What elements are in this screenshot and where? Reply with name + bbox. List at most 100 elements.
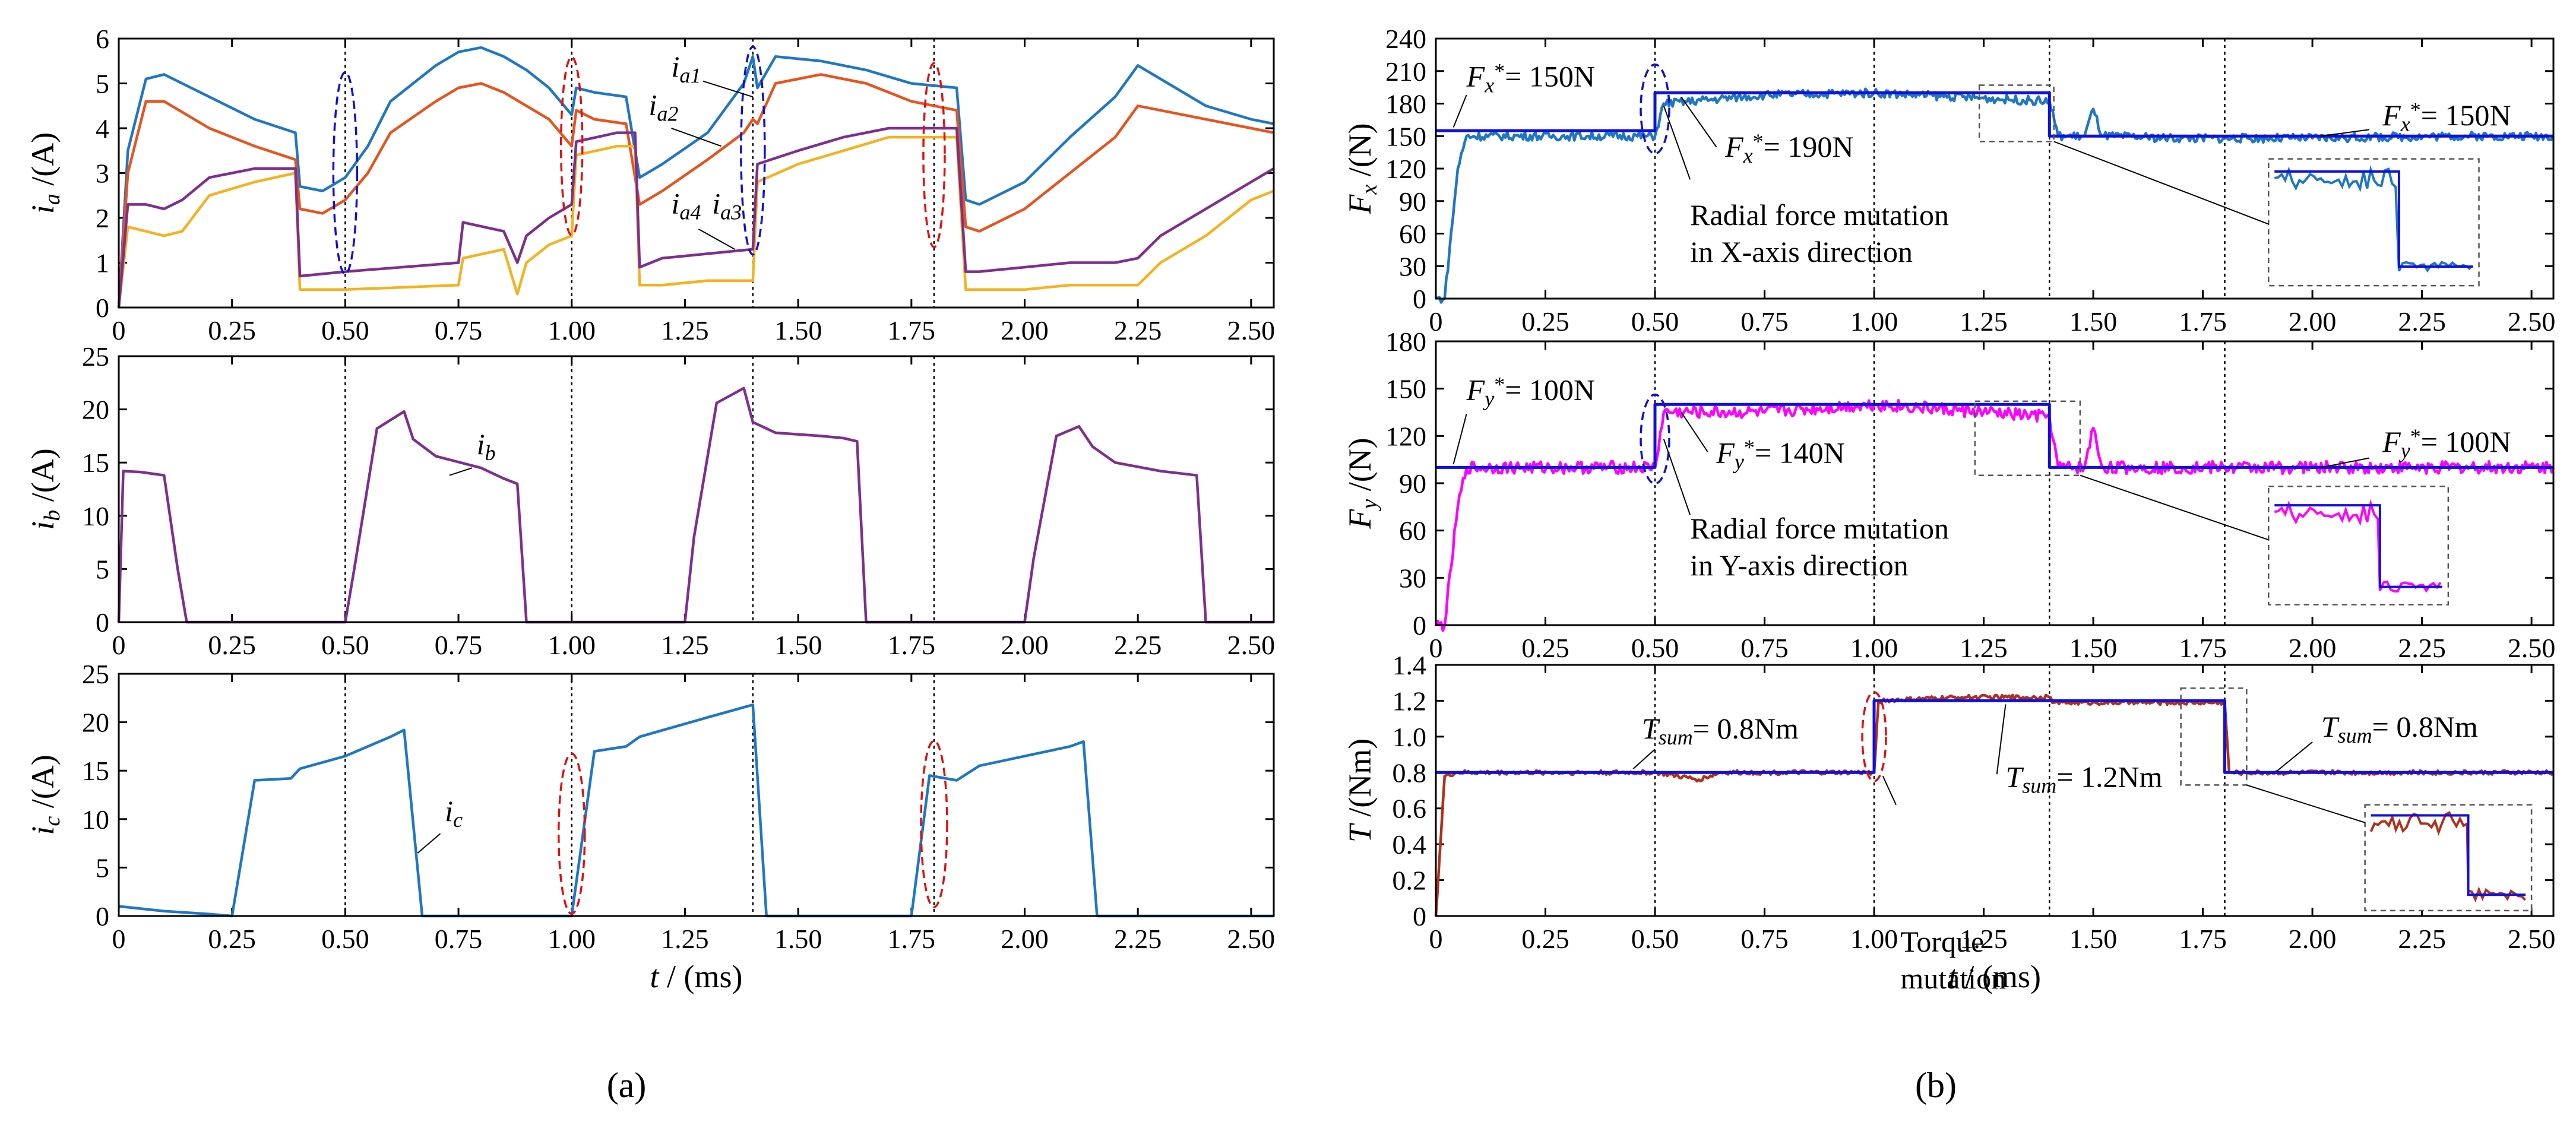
x-tick-label: 0.50 [1631,633,1679,663]
chart-T: 0 0.25 0.50 0.75 1.00 1.25 1.50 1.75 2.00 2.25 2.5… [1342,650,2555,995]
x-tick-label: 1.25 [661,924,709,954]
x-tick-label: 1.50 [774,630,822,660]
series-label: Fx*= 190N [1724,129,1853,167]
label-leader [1681,411,1708,452]
series-label: Fy*= 140N [1716,435,1844,473]
y-tick-label: 30 [1399,563,1426,593]
label-leader [1452,94,1467,128]
y-tick-label: 10 [82,501,109,531]
inset-reference [2371,814,2526,896]
y-tick-label: 180 [1385,89,1426,119]
x-tick-label: 1.00 [548,924,596,954]
label-leader [2277,741,2313,772]
x-tick-label: 0.25 [208,924,256,954]
y-tick-label: 0 [96,293,109,323]
y-axis-label: T /(Nm) [1342,739,1378,843]
x-tick-label: 1.25 [661,630,709,660]
y-tick-label: 1 [96,248,109,278]
series-T-ref [1436,699,2553,774]
x-tick-label: 0.25 [1521,306,1569,337]
x-tick-label: 0.50 [321,630,369,660]
x-tick-label: 2.50 [2508,924,2556,954]
zoom-leader [2246,784,2365,823]
y-tick-label: 0.4 [1393,829,1427,860]
x-tick-label: 2.50 [1227,924,1276,954]
y-axis-label: Fy /(N) [1342,438,1382,529]
x-tick-label: 2.25 [2398,306,2446,337]
x-tick-label: 0 [1429,924,1443,954]
y-tick-label: 1.2 [1393,686,1427,716]
x-tick-label: 2.00 [1001,315,1049,346]
y-tick-label: 120 [1385,154,1426,184]
inset-reference [2274,504,2442,588]
y-tick-label: 0 [1413,901,1426,931]
y-tick-label: 5 [96,69,109,99]
x-tick-label: 0.75 [435,924,483,954]
zoom-box [1974,400,2081,476]
x-tick-label: 0.25 [1521,633,1569,663]
x-tick-label: 0.75 [1740,633,1789,663]
x-tick-label: 1.50 [774,315,822,346]
y-tick-label: 1.0 [1393,722,1427,752]
y-tick-label: 60 [1399,516,1426,546]
series-ic [118,703,1274,918]
series-Fy [1434,399,2555,632]
series-label: ia3 [712,186,742,224]
y-tick-label: 2 [96,203,109,233]
x-tick-label: 2.25 [1114,630,1162,660]
series-label: Tsum= 1.2Nm [2005,760,2162,797]
y-tick-label: 25 [82,659,109,689]
x-tick-label: 2.25 [2398,633,2446,663]
y-tick-label: 20 [82,395,109,425]
label-leader [1882,775,1897,806]
chart-ic: 0 0.25 0.50 0.75 1.00 1.25 1.50 1.75 2.00 2.25 2.5… [25,659,1275,994]
x-tick-label: 2.25 [2398,924,2446,954]
caption-b: (b) [1915,1066,1957,1105]
x-tick-label: 0.25 [208,315,256,346]
mutation-ellipse [1640,63,1670,155]
series-ia1 [117,46,1274,308]
label-leader [1996,704,2007,775]
x-tick-label: 2.50 [1227,630,1276,660]
y-tick-label: 90 [1399,186,1426,217]
label-leader [671,128,721,147]
annotation-text: Torque [1900,925,1984,958]
series-label: Fx*= 150N [1466,59,1595,97]
y-tick-label: 90 [1399,468,1426,499]
x-tick-label: 2.25 [1114,315,1162,346]
series-label: ia1 [672,50,701,87]
zoom-leader [2053,141,2269,225]
x-tick-label: 1.25 [661,315,709,346]
x-tick-label: 2.25 [1114,924,1162,954]
y-tick-label: 1.4 [1393,650,1427,680]
x-tick-label: 1.50 [2069,633,2118,663]
x-tick-label: 1.00 [548,630,596,660]
x-tick-label: 0.75 [1740,924,1789,954]
y-tick-label: 60 [1399,219,1426,249]
plot-frame [1435,340,2555,626]
zoom-leader [2080,474,2269,541]
annotation-text: in Y-axis direction [1690,549,1909,582]
x-tick-label: 0.50 [321,924,369,954]
x-tick-label: 0.25 [1521,924,1569,954]
label-leader [417,833,441,854]
x-tick-label: 2.00 [1001,924,1049,954]
series-label: ia4 [672,186,701,224]
y-tick-label: 30 [1399,251,1426,281]
x-tick-label: 1.50 [2069,924,2118,954]
x-tick-label: 0.75 [1740,306,1789,337]
label-leader [702,80,754,98]
x-axis-label: t / (ms) [1948,959,2041,994]
inset-reference [2274,170,2473,268]
mutation-ellipse [740,46,766,256]
series-label: Fy*= 100N [1466,372,1595,410]
y-axis-label: ib /(A) [25,448,65,530]
label-leader [698,229,735,250]
caption-a: (a) [607,1066,647,1105]
x-tick-label: 0.50 [1631,306,1679,337]
zoom-box [2180,687,2248,786]
plot-frame [118,355,1275,623]
y-tick-label: 20 [82,708,109,738]
y-tick-label: 15 [82,756,109,786]
